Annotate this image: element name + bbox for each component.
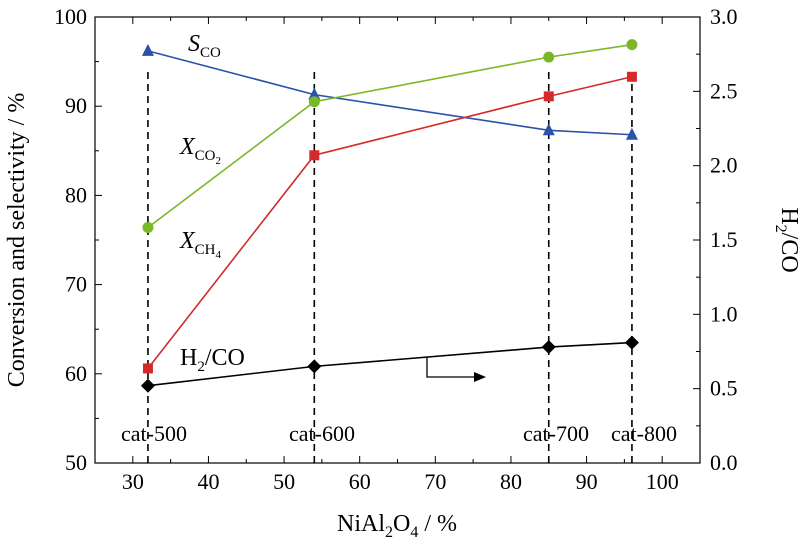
series-line-2 xyxy=(147,75,633,369)
data-point-0 xyxy=(308,87,321,100)
category-label: cat-800 xyxy=(611,421,677,446)
data-point-2 xyxy=(142,363,153,374)
data-point-3 xyxy=(541,340,556,355)
label-h2-co-part: /CO xyxy=(205,345,245,371)
y-left-tick-label: 60 xyxy=(65,361,87,386)
category-label: cat-500 xyxy=(121,421,187,446)
label-h2-co-part: 2 xyxy=(197,359,205,375)
y-right-axis-title: H2/CO xyxy=(772,207,800,272)
y-right-tick-label: 1.0 xyxy=(710,301,738,326)
x-axis-title-part: 4 xyxy=(410,524,418,541)
label-s-co-main: S xyxy=(188,31,200,57)
data-point-2 xyxy=(626,71,637,82)
data-point-2 xyxy=(543,91,554,102)
data-point-1 xyxy=(543,51,555,63)
y-right-tick-label: 3.0 xyxy=(710,4,738,29)
series-line-0 xyxy=(147,50,632,136)
x-axis-title: NiAl2O4 / % xyxy=(337,511,457,541)
x-axis-title-part: NiAl xyxy=(337,511,385,537)
x-tick-label: 30 xyxy=(122,469,144,494)
x-axis-title-part: O xyxy=(393,511,410,537)
y-left-tick-label: 50 xyxy=(65,450,87,475)
data-point-3 xyxy=(624,335,639,350)
x-tick-label: 80 xyxy=(500,469,522,494)
data-point-0 xyxy=(542,123,555,136)
x-tick-label: 50 xyxy=(273,469,295,494)
x-tick-label: 90 xyxy=(576,469,598,494)
data-point-2 xyxy=(309,150,320,161)
x-axis-title-part: / % xyxy=(418,511,457,537)
label-x-ch4-subsub: 4 xyxy=(216,249,222,261)
y-left-tick-label: 70 xyxy=(65,272,87,297)
series-line-1 xyxy=(147,43,633,229)
series-line-3 xyxy=(147,341,632,387)
data-point-1 xyxy=(308,96,320,108)
data-point-1 xyxy=(626,39,638,51)
y-right-tick-label: 0.5 xyxy=(710,376,738,401)
label-s-co: SCO xyxy=(188,31,221,61)
y-right-tick-label: 1.5 xyxy=(710,227,738,252)
label-x-ch4-sub: CH xyxy=(195,242,216,258)
y-right-tick-label: 2.5 xyxy=(710,78,738,103)
x-axis-title-part: 2 xyxy=(385,524,393,541)
data-point-3 xyxy=(307,359,322,374)
y-right-axis-title-part: H xyxy=(776,207,800,224)
y-right-axis-title-part: /CO xyxy=(776,233,800,273)
x-tick-label: 60 xyxy=(349,469,371,494)
y-right-tick-label: 2.0 xyxy=(710,153,738,178)
data-point-1 xyxy=(142,222,154,234)
label-h2-co: H2/CO xyxy=(180,345,245,375)
y-left-tick-label: 80 xyxy=(65,182,87,207)
x-tick-label: 100 xyxy=(646,469,679,494)
label-x-co2-sub: CO xyxy=(195,148,216,164)
x-tick-label: 70 xyxy=(424,469,446,494)
category-label: cat-600 xyxy=(289,421,355,446)
label-x-ch4-main: X xyxy=(179,228,196,254)
y-left-tick-label: 100 xyxy=(54,4,87,29)
label-s-co-sub: CO xyxy=(200,45,221,61)
y-right-axis-title-part: 2 xyxy=(772,225,789,233)
data-point-3 xyxy=(140,378,155,393)
data-point-0 xyxy=(625,127,638,140)
label-x-co2: XCO2 xyxy=(179,134,221,167)
axis-pointer-arrow xyxy=(426,357,476,378)
plot-layer: 30 40 50 60 70 80 90 100 50 60 70 80 90 100 0.0 0.5 1.0 1… xyxy=(4,4,800,541)
y-left-tick-label: 90 xyxy=(65,93,87,118)
label-x-ch4: XCH4 xyxy=(179,228,222,261)
label-x-co2-subsub: 2 xyxy=(216,155,222,167)
y-right-tick-label: 0.0 xyxy=(710,450,738,475)
data-point-0 xyxy=(141,43,154,56)
x-tick-label: 40 xyxy=(197,469,219,494)
category-label: cat-700 xyxy=(523,421,589,446)
label-h2-co-part: H xyxy=(180,345,197,371)
axis-pointer-arrowhead xyxy=(474,372,486,382)
y-left-axis-title: Conversion and selectivity / % xyxy=(4,93,30,388)
label-x-co2-main: X xyxy=(179,134,196,160)
